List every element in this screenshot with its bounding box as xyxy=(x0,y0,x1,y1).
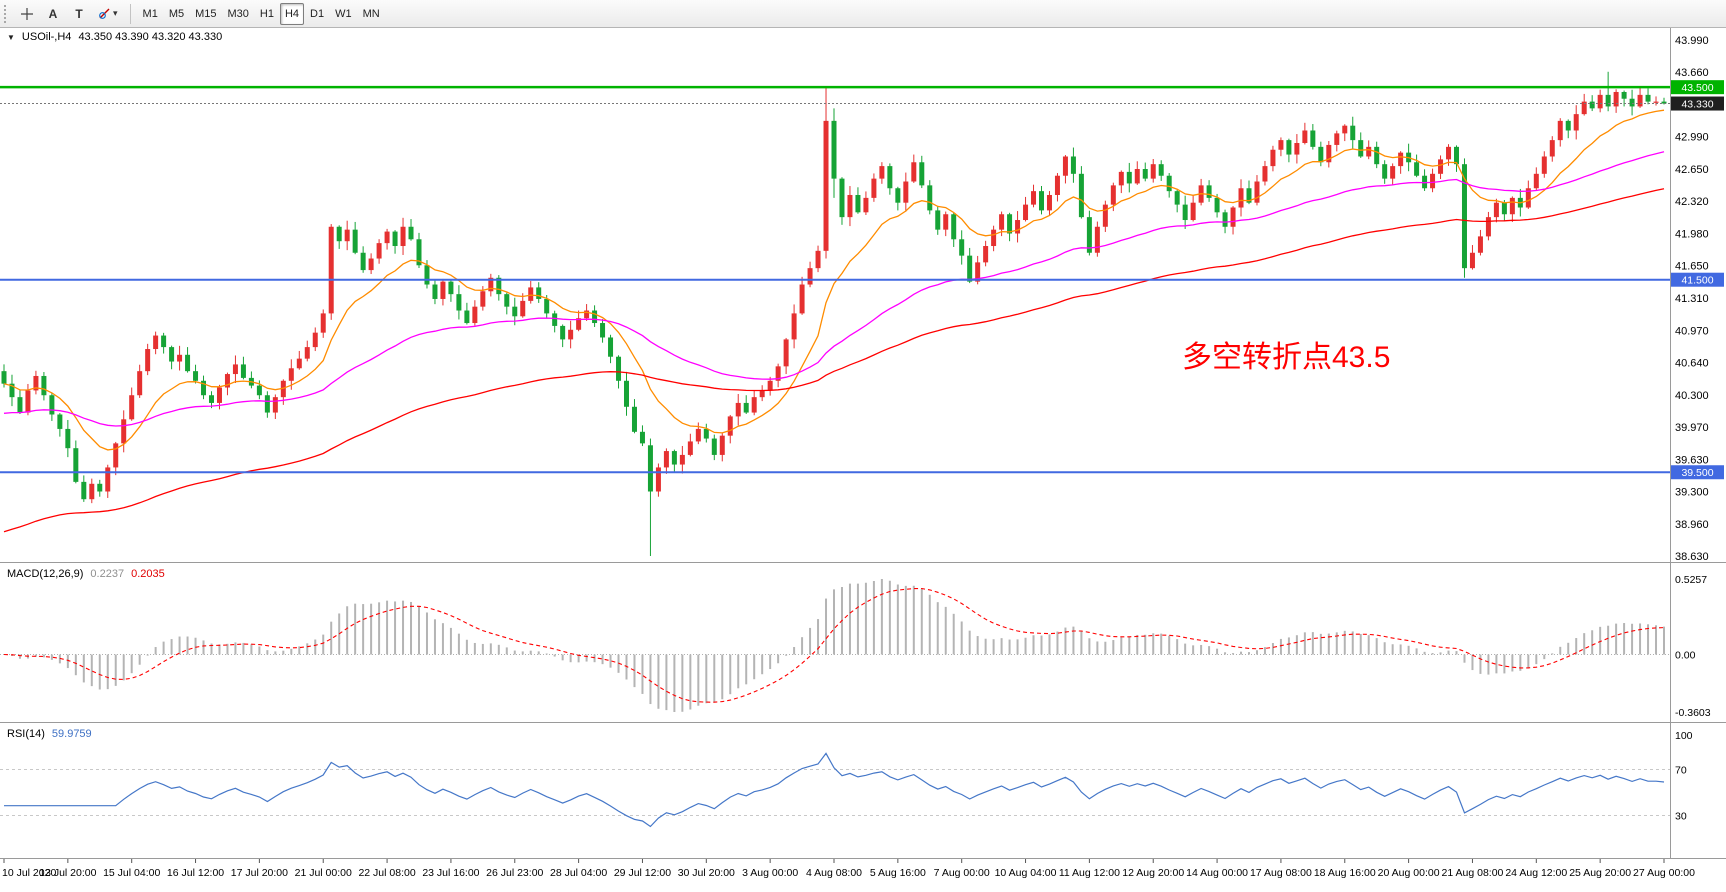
ma-medium-line xyxy=(3,151,1665,427)
svg-text:0.00: 0.00 xyxy=(1675,650,1696,662)
svg-text:5 Aug 16:00: 5 Aug 16:00 xyxy=(870,867,926,879)
svg-text:43.990: 43.990 xyxy=(1675,35,1709,47)
timeframe-m1-button[interactable]: M1 xyxy=(138,3,163,25)
svg-text:39.970: 39.970 xyxy=(1675,422,1709,434)
rsi-axis: 100 70 30 xyxy=(1675,730,1693,823)
ma-fast-line xyxy=(3,109,1665,451)
svg-text:41.650: 41.650 xyxy=(1675,260,1709,272)
toolbar-separator xyxy=(129,3,131,24)
ma-slow-line xyxy=(3,188,1665,533)
timeframe-h4-button[interactable]: H4 xyxy=(279,2,305,25)
svg-text:13 Jul 20:00: 13 Jul 20:00 xyxy=(39,867,96,879)
svg-text:42.320: 42.320 xyxy=(1675,196,1709,208)
timeframe-mn-button[interactable]: MN xyxy=(358,3,385,25)
svg-text:0.5257: 0.5257 xyxy=(1675,574,1707,586)
svg-text:39.300: 39.300 xyxy=(1675,487,1709,499)
svg-text:39.500: 39.500 xyxy=(1681,467,1713,479)
shapes-dropdown-button[interactable]: ▾ xyxy=(93,3,123,25)
svg-text:38.960: 38.960 xyxy=(1675,519,1709,531)
svg-text:30 Jul 20:00: 30 Jul 20:00 xyxy=(678,867,735,879)
svg-text:43.500: 43.500 xyxy=(1681,82,1713,94)
symbol-dropdown-icon[interactable]: ▼ xyxy=(7,33,15,42)
svg-text:100: 100 xyxy=(1675,730,1693,742)
text-label-tool-button[interactable]: A xyxy=(41,3,65,25)
price-tag-39.500: 39.500 xyxy=(1671,465,1724,480)
svg-text:43.330: 43.330 xyxy=(1681,98,1713,110)
timeframe-m5-button[interactable]: M5 xyxy=(164,3,189,25)
svg-text:15 Jul 04:00: 15 Jul 04:00 xyxy=(103,867,160,879)
svg-text:27 Aug 00:00: 27 Aug 00:00 xyxy=(1633,867,1695,879)
svg-text:41.310: 41.310 xyxy=(1675,293,1709,305)
svg-text:40.970: 40.970 xyxy=(1675,326,1709,338)
price-axis: 43.99043.66043.33042.99042.65042.32041.9… xyxy=(1675,35,1709,563)
macd-signal-line xyxy=(3,588,1665,703)
svg-text:17 Jul 20:00: 17 Jul 20:00 xyxy=(231,867,288,879)
svg-text:41.500: 41.500 xyxy=(1681,275,1713,287)
svg-text:17 Aug 08:00: 17 Aug 08:00 xyxy=(1250,867,1312,879)
crosshair-tool-button[interactable] xyxy=(15,3,39,25)
timeframe-w1-button[interactable]: W1 xyxy=(330,3,357,25)
svg-text:29 Jul 12:00: 29 Jul 12:00 xyxy=(614,867,671,879)
annotation-text: 多空转折点43.5 xyxy=(1182,341,1391,374)
toolbar: A T ▾ M1 M5 M15 M30 H1 H4 D1 W1 MN xyxy=(0,0,1726,28)
svg-text:-0.3603: -0.3603 xyxy=(1675,707,1711,719)
svg-text:42.650: 42.650 xyxy=(1675,164,1709,176)
svg-text:39.630: 39.630 xyxy=(1675,455,1709,467)
shapes-icon xyxy=(99,8,110,19)
timeframe-toolbar: M1 M5 M15 M30 H1 H4 D1 W1 MN xyxy=(138,2,385,25)
price-tag-43.330: 43.330 xyxy=(1671,96,1724,111)
timeframe-h1-button[interactable]: H1 xyxy=(255,3,279,25)
svg-text:70: 70 xyxy=(1675,765,1687,777)
toolbar-grip[interactable] xyxy=(4,4,9,23)
svg-text:40.300: 40.300 xyxy=(1675,390,1709,402)
svg-text:24 Aug 12:00: 24 Aug 12:00 xyxy=(1505,867,1567,879)
svg-text:12 Aug 20:00: 12 Aug 20:00 xyxy=(1122,867,1184,879)
chevron-down-icon: ▾ xyxy=(113,8,118,18)
svg-text:4 Aug 08:00: 4 Aug 08:00 xyxy=(806,867,862,879)
timeframe-m15-button[interactable]: M15 xyxy=(190,3,221,25)
text-tool-button[interactable]: T xyxy=(67,3,91,25)
crosshair-icon xyxy=(21,7,33,20)
svg-text:43.660: 43.660 xyxy=(1675,67,1709,79)
svg-text:10 Aug 04:00: 10 Aug 04:00 xyxy=(995,867,1057,879)
timeframe-d1-button[interactable]: D1 xyxy=(305,3,329,25)
macd-axis: 0.5257 0.00 -0.3603 xyxy=(1675,574,1711,719)
letter-t-icon: T xyxy=(75,6,83,21)
svg-text:22 Jul 08:00: 22 Jul 08:00 xyxy=(358,867,415,879)
svg-text:14 Aug 00:00: 14 Aug 00:00 xyxy=(1186,867,1248,879)
chart-area: 43.990 43.660 43.330 42.990 42.650 42.320 41.9… xyxy=(0,28,1726,892)
svg-text:3 Aug 00:00: 3 Aug 00:00 xyxy=(742,867,798,879)
chart-canvas[interactable]: 43.990 43.660 43.330 42.990 42.650 42.320 41.9… xyxy=(0,28,1726,892)
svg-text:18 Aug 16:00: 18 Aug 16:00 xyxy=(1314,867,1376,879)
svg-text:38.630: 38.630 xyxy=(1675,551,1709,563)
svg-text:21 Jul 00:00: 21 Jul 00:00 xyxy=(295,867,352,879)
price-tag-41.500: 41.500 xyxy=(1671,272,1724,287)
rsi-line xyxy=(4,752,1665,828)
letter-a-icon: A xyxy=(48,6,58,21)
macd-histogram xyxy=(10,579,1665,712)
svg-text:40.640: 40.640 xyxy=(1675,358,1709,370)
svg-text:30: 30 xyxy=(1675,811,1687,823)
svg-text:10 Jul 2020: 10 Jul 2020 xyxy=(2,867,56,879)
svg-text:28 Jul 04:00: 28 Jul 04:00 xyxy=(550,867,607,879)
svg-text:16 Jul 12:00: 16 Jul 12:00 xyxy=(167,867,224,879)
svg-text:25 Aug 20:00: 25 Aug 20:00 xyxy=(1569,867,1631,879)
svg-text:23 Jul 16:00: 23 Jul 16:00 xyxy=(422,867,479,879)
svg-text:21 Aug 08:00: 21 Aug 08:00 xyxy=(1442,867,1504,879)
svg-text:41.980: 41.980 xyxy=(1675,229,1709,241)
svg-text:26 Jul 23:00: 26 Jul 23:00 xyxy=(486,867,543,879)
svg-text:42.990: 42.990 xyxy=(1675,131,1709,143)
svg-text:7 Aug 00:00: 7 Aug 00:00 xyxy=(934,867,990,879)
candles-layer xyxy=(1,71,1667,556)
svg-text:11 Aug 12:00: 11 Aug 12:00 xyxy=(1059,867,1120,879)
price-tag-43.500: 43.500 xyxy=(1671,80,1724,95)
svg-text:20 Aug 00:00: 20 Aug 00:00 xyxy=(1378,867,1440,879)
timeframe-m30-button[interactable]: M30 xyxy=(223,3,254,25)
